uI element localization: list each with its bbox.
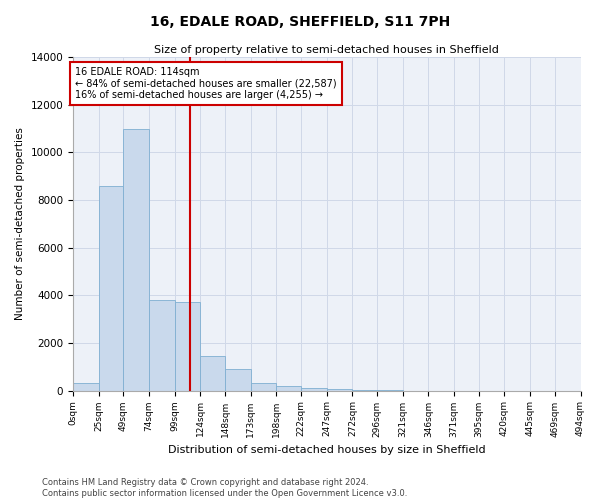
Bar — [124, 128, 149, 390]
Bar — [225, 369, 251, 390]
Y-axis label: Number of semi-detached properties: Number of semi-detached properties — [15, 128, 25, 320]
Text: 16 EDALE ROAD: 114sqm
← 84% of semi-detached houses are smaller (22,587)
16% of : 16 EDALE ROAD: 114sqm ← 84% of semi-deta… — [75, 66, 337, 100]
Bar — [277, 386, 301, 390]
Title: Size of property relative to semi-detached houses in Sheffield: Size of property relative to semi-detach… — [154, 45, 499, 55]
Bar — [251, 384, 277, 390]
Bar — [73, 384, 99, 390]
Bar — [149, 300, 175, 390]
Text: Contains HM Land Registry data © Crown copyright and database right 2024.
Contai: Contains HM Land Registry data © Crown c… — [42, 478, 407, 498]
Bar — [175, 302, 200, 390]
X-axis label: Distribution of semi-detached houses by size in Sheffield: Distribution of semi-detached houses by … — [168, 445, 485, 455]
Text: 16, EDALE ROAD, SHEFFIELD, S11 7PH: 16, EDALE ROAD, SHEFFIELD, S11 7PH — [150, 15, 450, 29]
Bar — [200, 356, 225, 390]
Bar — [301, 388, 327, 390]
Bar — [99, 186, 124, 390]
